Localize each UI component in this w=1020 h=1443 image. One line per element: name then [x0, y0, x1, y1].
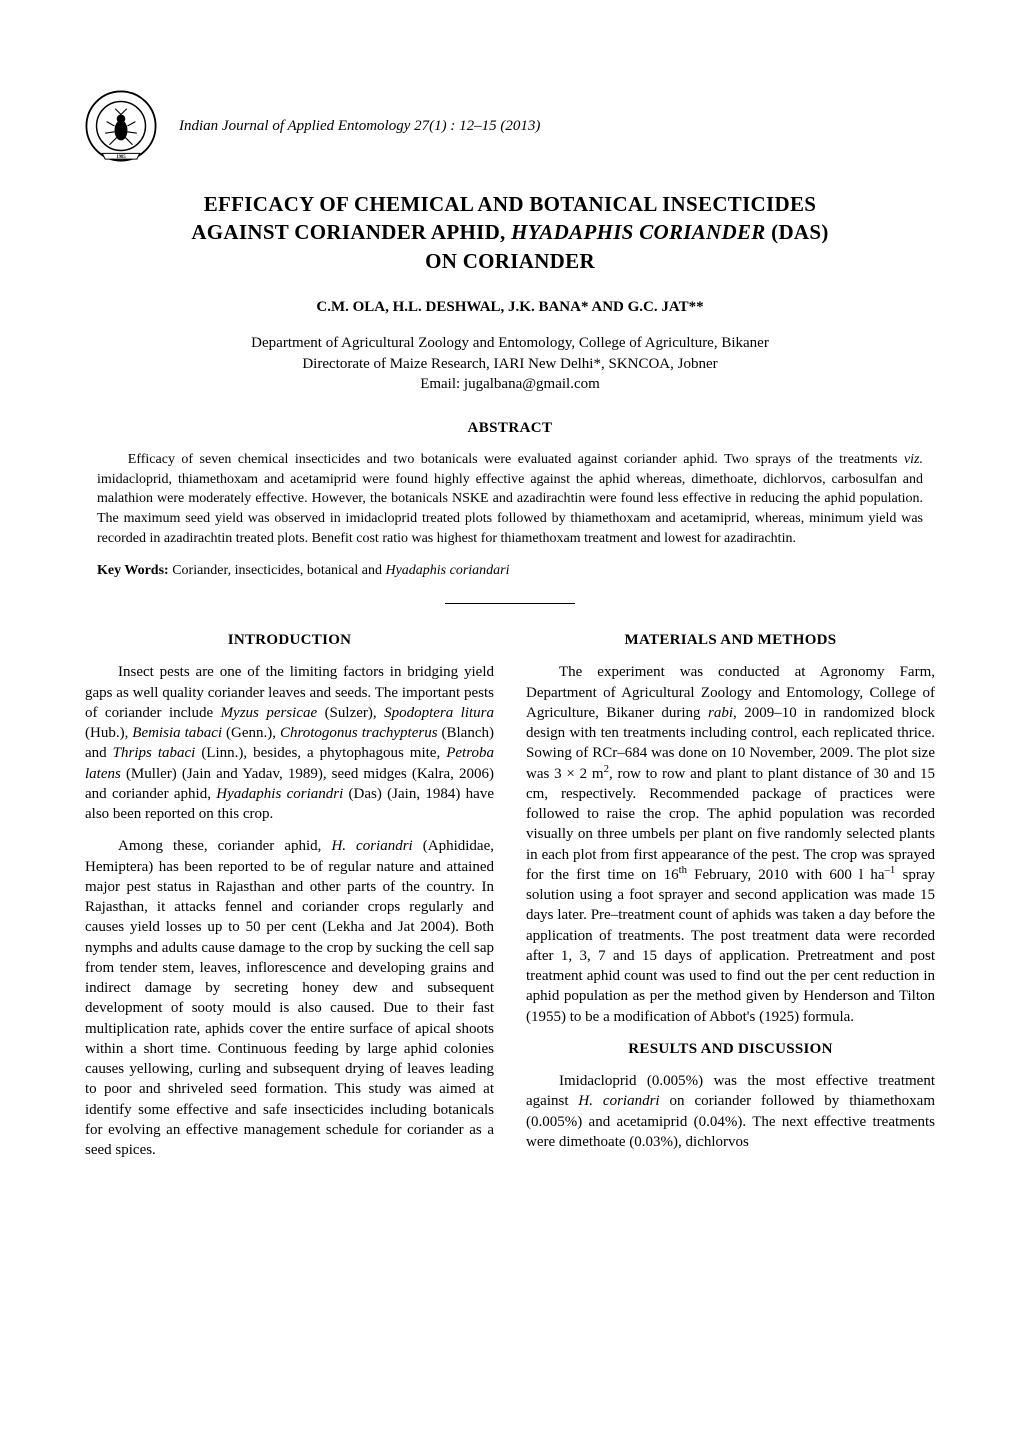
keywords-line: Key Words: Coriander, insecticides, bota… [97, 562, 923, 581]
keywords-species: Hyadaphis coriandari [385, 563, 509, 578]
materials-para-1: The experiment was conducted at Agronomy… [526, 662, 935, 1027]
abstract-heading: ABSTRACT [85, 418, 935, 438]
title-line-2-pre: AGAINST CORIANDER APHID, [191, 220, 511, 244]
left-column: INTRODUCTION Insect pests are one of the… [85, 630, 494, 1172]
intro-para-2: Among these, coriander aphid, H. coriand… [85, 836, 494, 1160]
keywords-plain: Coriander, insecticides, botanical and [169, 563, 386, 578]
body-columns: INTRODUCTION Insect pests are one of the… [85, 630, 935, 1172]
title-line-2-species: HYADAPHIS CORIANDER [511, 220, 765, 244]
journal-seal-icon: 1985 [85, 90, 157, 162]
affiliation-line-2: Directorate of Maize Research, IARI New … [85, 354, 935, 374]
title-line-2-post: (DAS) [766, 220, 829, 244]
keywords-label: Key Words: [97, 563, 169, 578]
right-column: MATERIALS AND METHODS The experiment was… [526, 630, 935, 1172]
paper-title: EFFICACY OF CHEMICAL AND BOTANICAL INSEC… [85, 190, 935, 275]
svg-text:1985: 1985 [116, 155, 126, 160]
author-list: C.M. OLA, H.L. DESHWAL, J.K. BANA* AND G… [85, 297, 935, 317]
journal-citation: Indian Journal of Applied Entomology 27(… [179, 116, 540, 136]
title-line-3: ON CORIANDER [425, 249, 595, 273]
title-line-1: EFFICACY OF CHEMICAL AND BOTANICAL INSEC… [204, 192, 817, 216]
abstract-paragraph: Efficacy of seven chemical insecticides … [97, 450, 923, 548]
section-divider [445, 603, 575, 604]
results-heading: RESULTS AND DISCUSSION [526, 1039, 935, 1059]
introduction-heading: INTRODUCTION [85, 630, 494, 650]
affiliation-block: Department of Agricultural Zoology and E… [85, 333, 935, 394]
intro-para-1: Insect pests are one of the limiting fac… [85, 662, 494, 824]
affiliation-line-1: Department of Agricultural Zoology and E… [85, 333, 935, 353]
journal-title: Indian Journal of Applied Entomology 27(… [179, 118, 540, 134]
affiliation-line-3: Email: jugalbana@gmail.com [85, 374, 935, 394]
results-para-1: Imidacloprid (0.005%) was the most effec… [526, 1071, 935, 1152]
header-row: 1985 Indian Journal of Applied Entomolog… [85, 90, 935, 162]
materials-heading: MATERIALS AND METHODS [526, 630, 935, 650]
